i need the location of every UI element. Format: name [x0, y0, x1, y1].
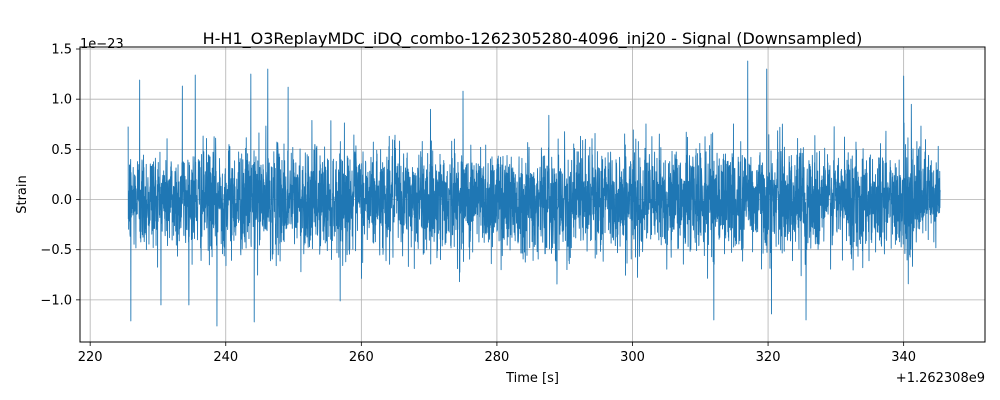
x-tick-label: 220 — [78, 350, 103, 365]
x-axis-offset-label: +1.262308e9 — [896, 371, 985, 386]
y-tick-label: 1.5 — [51, 43, 72, 58]
x-tick-label: 340 — [891, 350, 916, 365]
x-tick-label: 280 — [484, 350, 509, 365]
y-tick-label: 0.0 — [51, 193, 72, 208]
x-tick-label: 320 — [756, 350, 781, 365]
y-axis-label: Strain — [15, 175, 30, 214]
y-tick-label: −0.5 — [40, 243, 72, 258]
y-axis: −1.0 −0.5 0.0 0.5 1.0 1.5 — [40, 43, 80, 308]
y-tick-label: −1.0 — [40, 293, 72, 308]
x-axis: 220 240 260 280 300 320 340 — [78, 342, 916, 365]
x-tick-label: 240 — [213, 350, 238, 365]
signal-line — [127, 60, 941, 327]
y-tick-label: 0.5 — [51, 143, 72, 158]
x-tick-label: 260 — [349, 350, 374, 365]
y-tick-label: 1.0 — [51, 93, 72, 108]
signal-series — [127, 60, 941, 327]
chart-title: H-H1_O3ReplayMDC_iDQ_combo-1262305280-40… — [203, 29, 863, 49]
x-tick-label: 300 — [620, 350, 645, 365]
x-axis-label: Time [s] — [505, 371, 559, 386]
plot-frame — [79, 46, 986, 343]
y-axis-scale-label: 1e−23 — [80, 37, 124, 52]
